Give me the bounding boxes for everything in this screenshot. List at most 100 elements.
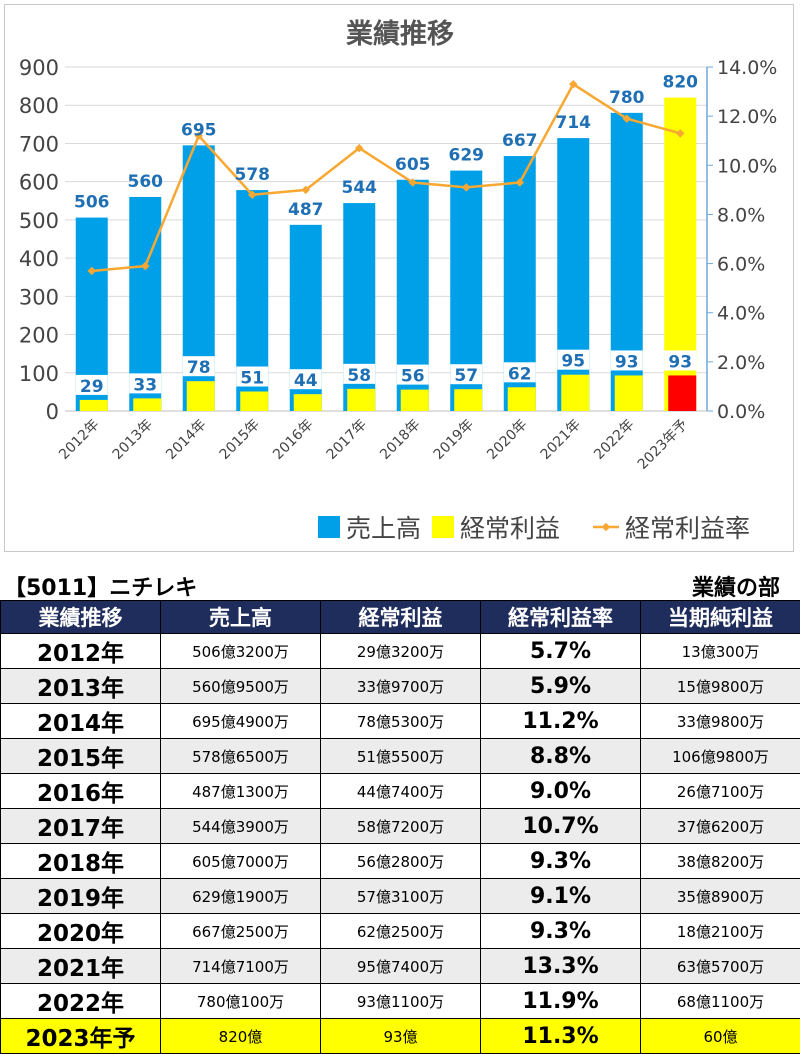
profit-bar bbox=[401, 390, 429, 411]
legend-marker-rate bbox=[602, 523, 610, 531]
cell-rate: 13.3% bbox=[481, 949, 641, 984]
y-tick-right: 12.0% bbox=[717, 106, 777, 128]
x-tick-label: 2015年 bbox=[217, 417, 263, 463]
profit-data-label: 95 bbox=[561, 352, 585, 372]
cell-rate: 9.1% bbox=[481, 879, 641, 914]
performance-chart: 業績推移01002003004005006007008009000.0%2.0%… bbox=[5, 5, 795, 553]
profit-data-label: 58 bbox=[347, 366, 371, 386]
cell-rate: 9.3% bbox=[481, 844, 641, 879]
cell-year: 2021年 bbox=[1, 949, 161, 984]
profit-bar bbox=[508, 387, 536, 411]
sales-data-label: 714 bbox=[556, 113, 592, 133]
chart-title: 業績推移 bbox=[346, 18, 454, 50]
cell-year: 2019年 bbox=[1, 879, 161, 914]
y-tick-right: 10.0% bbox=[717, 155, 777, 177]
x-tick-label: 2022年 bbox=[591, 417, 637, 463]
y-tick-right: 8.0% bbox=[717, 204, 765, 226]
profit-data-label: 93 bbox=[668, 352, 692, 372]
cell-profit: 44億7400万 bbox=[321, 774, 481, 809]
table-header-row: 業績推移 売上高 経常利益 経常利益率 当期純利益 bbox=[1, 601, 800, 634]
cell-year: 2017年 bbox=[1, 809, 161, 844]
x-tick-label: 2023年予 bbox=[635, 417, 691, 473]
cell-sales: 578億6500万 bbox=[161, 739, 321, 774]
profit-data-label: 33 bbox=[133, 375, 157, 395]
cell-rate: 10.7% bbox=[481, 809, 641, 844]
cell-sales: 695億4900万 bbox=[161, 704, 321, 739]
cell-net: 68億1100万 bbox=[641, 984, 800, 1019]
profit-bar bbox=[668, 375, 696, 411]
y-tick-right: 4.0% bbox=[717, 303, 765, 325]
cell-rate: 9.3% bbox=[481, 914, 641, 949]
profit-bar bbox=[80, 400, 108, 411]
header-sales: 売上高 bbox=[161, 601, 321, 634]
caption-bar: 【5011】ニチレキ 業績の部 bbox=[0, 570, 800, 600]
cell-profit: 95億7400万 bbox=[321, 949, 481, 984]
sales-data-label: 667 bbox=[502, 131, 538, 151]
y-tick-right: 0.0% bbox=[717, 401, 765, 423]
sales-data-label: 695 bbox=[181, 120, 217, 140]
profit-bar bbox=[187, 381, 215, 411]
y-tick-right: 2.0% bbox=[717, 352, 765, 374]
y-tick-left: 400 bbox=[19, 247, 59, 271]
cell-net: 37億6200万 bbox=[641, 809, 800, 844]
cell-year: 2016年 bbox=[1, 774, 161, 809]
legend-swatch-sales bbox=[318, 516, 340, 538]
y-tick-left: 300 bbox=[19, 285, 59, 309]
profit-bar bbox=[347, 389, 375, 411]
cell-profit: 58億7200万 bbox=[321, 809, 481, 844]
cell-rate: 11.2% bbox=[481, 704, 641, 739]
sales-data-label: 820 bbox=[663, 73, 699, 93]
cell-net: 38億8200万 bbox=[641, 844, 800, 879]
cell-net: 18億2100万 bbox=[641, 914, 800, 949]
cell-sales: 714億7100万 bbox=[161, 949, 321, 984]
cell-net: 60億 bbox=[641, 1019, 800, 1054]
cell-rate: 5.9% bbox=[481, 669, 641, 704]
profit-data-label: 51 bbox=[240, 369, 264, 389]
cell-profit: 33億9700万 bbox=[321, 669, 481, 704]
profit-data-label: 56 bbox=[401, 367, 425, 387]
y-tick-left: 500 bbox=[19, 209, 59, 233]
cell-net: 13億300万 bbox=[641, 634, 800, 669]
cell-year: 2012年 bbox=[1, 634, 161, 669]
header-net: 当期純利益 bbox=[641, 601, 800, 634]
y-tick-right: 14.0% bbox=[717, 57, 777, 79]
y-tick-left: 800 bbox=[19, 94, 59, 118]
cell-year: 2018年 bbox=[1, 844, 161, 879]
sales-data-label: 578 bbox=[235, 165, 271, 185]
x-tick-label: 2017年 bbox=[324, 417, 370, 463]
cell-year: 2015年 bbox=[1, 739, 161, 774]
x-tick-label: 2019年 bbox=[431, 417, 477, 463]
x-tick-label: 2018年 bbox=[377, 417, 423, 463]
profit-data-label: 29 bbox=[80, 377, 104, 397]
cell-profit: 56億2800万 bbox=[321, 844, 481, 879]
profit-bar bbox=[615, 375, 643, 411]
y-tick-left: 600 bbox=[19, 171, 59, 195]
cell-sales: 820億 bbox=[161, 1019, 321, 1054]
sales-data-label: 629 bbox=[449, 146, 485, 166]
cell-net: 63億5700万 bbox=[641, 949, 800, 984]
rate-line bbox=[92, 84, 681, 271]
cell-year: 2013年 bbox=[1, 669, 161, 704]
cell-profit: 62億2500万 bbox=[321, 914, 481, 949]
y-tick-left: 200 bbox=[19, 324, 59, 348]
sales-data-label: 780 bbox=[609, 88, 645, 108]
x-tick-label: 2021年 bbox=[538, 417, 584, 463]
header-year: 業績推移 bbox=[1, 601, 161, 634]
cell-sales: 629億1900万 bbox=[161, 879, 321, 914]
cell-sales: 605億7000万 bbox=[161, 844, 321, 879]
y-tick-left: 100 bbox=[19, 362, 59, 386]
profit-bar bbox=[454, 389, 482, 411]
cell-year: 2020年 bbox=[1, 914, 161, 949]
cell-profit: 93億 bbox=[321, 1019, 481, 1054]
cell-net: 15億9800万 bbox=[641, 669, 800, 704]
cell-year: 2023年予 bbox=[1, 1019, 161, 1054]
profit-data-label: 44 bbox=[294, 371, 318, 391]
